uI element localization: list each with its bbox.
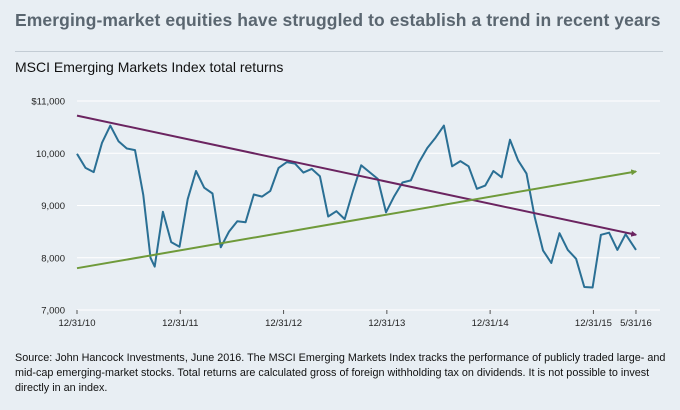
source-note: Source: John Hancock Investments, June 2… <box>15 352 666 394</box>
x-tick-label: 12/31/15 <box>575 318 612 329</box>
y-tick-label: 9,000 <box>41 201 65 212</box>
x-tick-label: 12/31/14 <box>472 318 509 329</box>
y-axis: 7,000 8,000 9,000 10,000 $11,000 <box>31 97 65 317</box>
chart-title: MSCI Emerging Markets Index total return… <box>15 59 284 75</box>
y-tick-label: 10,000 <box>36 149 65 160</box>
y-gridlines <box>77 100 660 311</box>
x-tick-label: 12/31/12 <box>265 318 302 329</box>
x-tick-label: 12/31/11 <box>162 318 198 329</box>
y-tick-label: 8,000 <box>41 253 65 264</box>
downtrend-line <box>76 114 638 237</box>
index-return-line <box>76 124 637 289</box>
x-axis: 12/31/10 12/31/11 12/31/12 12/31/13 12/31/14… <box>59 310 652 329</box>
x-tick-label: 12/31/13 <box>368 318 405 329</box>
plot-lines <box>76 114 638 289</box>
x-tick-label: 5/31/16 <box>620 318 652 329</box>
x-tick-label: 12/31/10 <box>59 318 96 329</box>
y-tick-label: 7,000 <box>41 306 65 317</box>
uptrend-line <box>76 169 638 270</box>
chart-headline: Emerging-market equities have struggled … <box>15 10 661 30</box>
y-tick-label: $11,000 <box>31 97 65 108</box>
headline-divider <box>15 51 663 52</box>
